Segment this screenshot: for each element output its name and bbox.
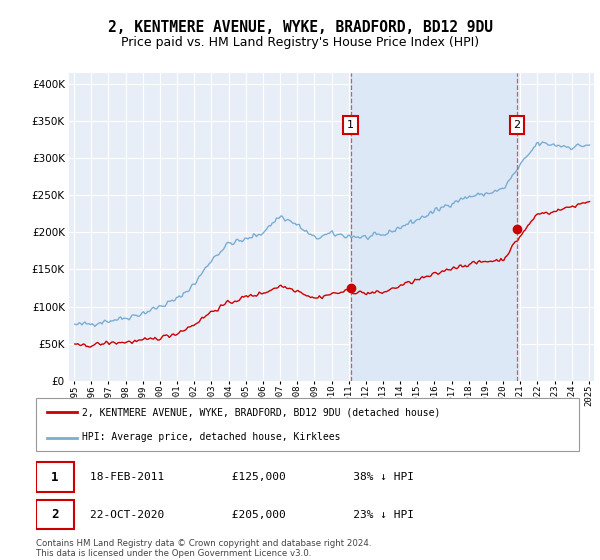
FancyBboxPatch shape [36, 398, 579, 451]
Text: 1: 1 [51, 471, 59, 484]
Text: Price paid vs. HM Land Registry's House Price Index (HPI): Price paid vs. HM Land Registry's House … [121, 36, 479, 49]
FancyBboxPatch shape [36, 462, 74, 492]
Text: 2: 2 [514, 120, 521, 130]
FancyBboxPatch shape [36, 500, 74, 530]
Text: HPI: Average price, detached house, Kirklees: HPI: Average price, detached house, Kirk… [82, 432, 341, 442]
Text: 2: 2 [51, 508, 59, 521]
Text: 18-FEB-2011          £125,000          38% ↓ HPI: 18-FEB-2011 £125,000 38% ↓ HPI [91, 473, 415, 482]
Text: 22-OCT-2020          £205,000          23% ↓ HPI: 22-OCT-2020 £205,000 23% ↓ HPI [91, 510, 415, 520]
Bar [351, 73, 517, 381]
Text: 2, KENTMERE AVENUE, WYKE, BRADFORD, BD12 9DU (detached house): 2, KENTMERE AVENUE, WYKE, BRADFORD, BD12… [82, 408, 440, 418]
Text: 1: 1 [347, 120, 354, 130]
Text: 2, KENTMERE AVENUE, WYKE, BRADFORD, BD12 9DU: 2, KENTMERE AVENUE, WYKE, BRADFORD, BD12… [107, 20, 493, 35]
Text: Contains HM Land Registry data © Crown copyright and database right 2024.
This d: Contains HM Land Registry data © Crown c… [36, 539, 371, 558]
